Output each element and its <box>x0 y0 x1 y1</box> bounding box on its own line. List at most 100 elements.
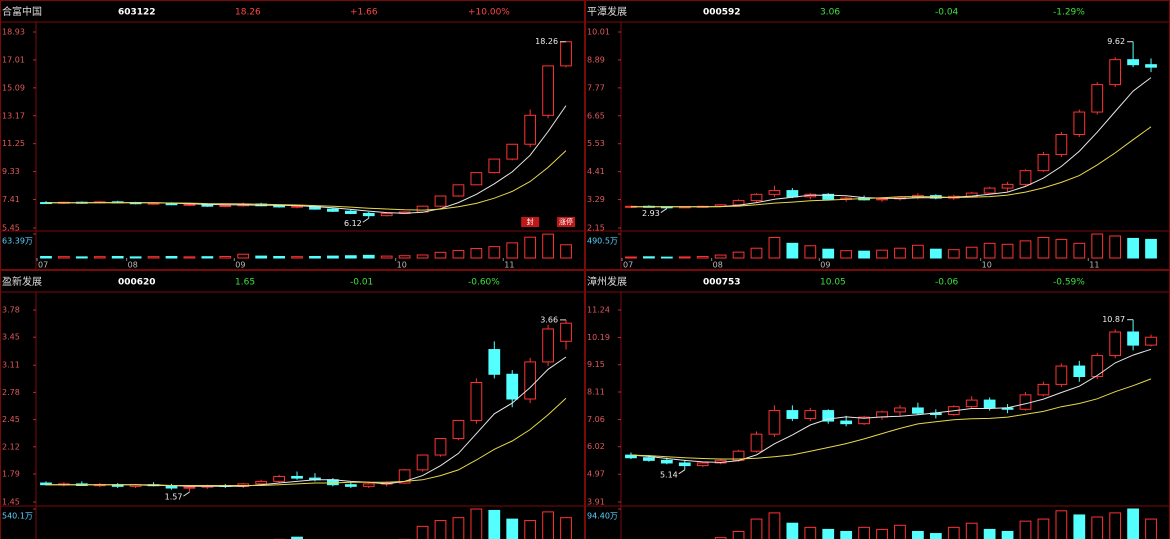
candle-body <box>398 469 411 484</box>
y-tick-label: 10.19 <box>587 333 610 342</box>
candle-body <box>506 143 519 160</box>
moving-average <box>631 126 1152 208</box>
stock-panel: 漳州发展 000753 10.05 -0.06 -0.59% 11.24 10.19 9.15… <box>585 270 1170 539</box>
volume-bar <box>362 254 375 259</box>
panel-frame <box>585 0 1170 270</box>
candle-body <box>488 349 501 375</box>
volume-bar <box>1037 518 1050 539</box>
candle-body <box>219 204 232 207</box>
y-tick-label: 5.45 <box>2 224 20 233</box>
candle-body <box>470 382 483 421</box>
candle-body <box>768 190 781 195</box>
volume-bar <box>524 236 537 259</box>
stock-change: -0.04 <box>935 8 959 18</box>
candle-body <box>380 212 393 217</box>
y-tick-label: 8.11 <box>587 387 605 396</box>
y-tick-label: 8.89 <box>587 55 605 64</box>
volume-bar <box>542 233 554 259</box>
volume-bar <box>660 256 673 259</box>
y-tick-label: 2.78 <box>2 388 20 397</box>
volume-bar <box>219 255 232 259</box>
high-label: 3.66 <box>540 315 558 324</box>
volume-bar <box>625 256 637 259</box>
candle-body <box>876 198 888 201</box>
volume-bar <box>983 528 996 539</box>
candle-body <box>434 195 447 207</box>
low-label: 5.14 <box>660 470 678 479</box>
volume-bar <box>894 524 906 539</box>
volume-tick-label: 540.1万 <box>2 512 33 521</box>
candle-body <box>1055 365 1068 385</box>
stock-panel: 合富中国 603122 18.26 +1.66 +10.00% 18.93 17.01 15.… <box>0 0 585 270</box>
volume-bar <box>1073 514 1086 539</box>
volume-bar <box>344 255 357 259</box>
x-tick-label: 09 <box>820 261 830 270</box>
candle-body <box>560 41 572 67</box>
candle-body <box>470 172 483 186</box>
limit-badge <box>557 217 576 227</box>
moving-average <box>46 150 567 211</box>
x-tick-label: 07 <box>623 261 633 270</box>
volume-bar <box>58 256 70 259</box>
low-label: 2.93 <box>642 209 660 218</box>
volume-bar <box>93 256 106 259</box>
y-tick-label: 2.15 <box>587 224 605 233</box>
candle-body <box>291 475 303 479</box>
candle-body <box>678 462 691 467</box>
volume-bar <box>929 248 942 259</box>
candle-body <box>291 205 303 208</box>
limit-badge-label: 涨停 <box>559 217 573 226</box>
volume-bar <box>75 256 88 259</box>
volume-bar <box>488 509 501 539</box>
moving-average <box>631 77 1152 208</box>
candle-body <box>1019 394 1032 410</box>
volume-bar <box>804 245 817 259</box>
candle-body <box>327 208 339 212</box>
panel-frame <box>0 0 585 270</box>
volume-tick-label: 94.40万 <box>587 512 618 521</box>
candle-body <box>488 158 501 174</box>
limit-badge <box>521 217 540 227</box>
volume-bar <box>732 251 745 259</box>
candle-body <box>452 419 465 440</box>
volume-bar <box>524 520 537 539</box>
volume-bar <box>750 518 763 539</box>
volume-bar <box>804 526 817 539</box>
volume-bar <box>912 530 924 539</box>
volume-bar <box>947 526 960 539</box>
stock-pct: -0.60% <box>468 278 500 288</box>
y-tick-label: 18.93 <box>2 28 25 37</box>
candle-body <box>786 190 799 198</box>
volume-bar <box>1001 530 1014 539</box>
stock-change: +1.66 <box>350 8 378 18</box>
candle-body <box>183 486 196 489</box>
panel-frame <box>0 270 585 539</box>
volume-bar <box>858 250 870 259</box>
volume-bar <box>380 255 393 259</box>
volume-bar <box>201 256 214 259</box>
volume-bar <box>840 250 853 259</box>
volume-bar <box>822 248 835 259</box>
candle-body <box>858 416 870 425</box>
y-tick-label: 3.91 <box>587 498 605 507</box>
moving-average <box>46 397 567 486</box>
volume-bar <box>309 255 321 259</box>
volume-bar <box>714 254 727 259</box>
volume-bar <box>1145 238 1157 259</box>
volume-bar <box>111 255 124 259</box>
volume-tick-label: 63.39万 <box>2 237 33 246</box>
stock-code: 000620 <box>118 278 156 288</box>
y-tick-label: 7.77 <box>587 83 605 92</box>
y-tick-label: 11.25 <box>2 139 25 148</box>
volume-bar <box>750 247 763 259</box>
low-label: 1.57 <box>165 493 183 502</box>
candle-body <box>660 459 673 464</box>
candle-body <box>750 193 763 202</box>
x-tick-label: 07 <box>38 261 48 270</box>
candle-body <box>1145 64 1157 68</box>
volume-bar <box>1037 236 1050 259</box>
volume-bar <box>1145 518 1157 539</box>
stock-code: 000753 <box>703 278 741 288</box>
